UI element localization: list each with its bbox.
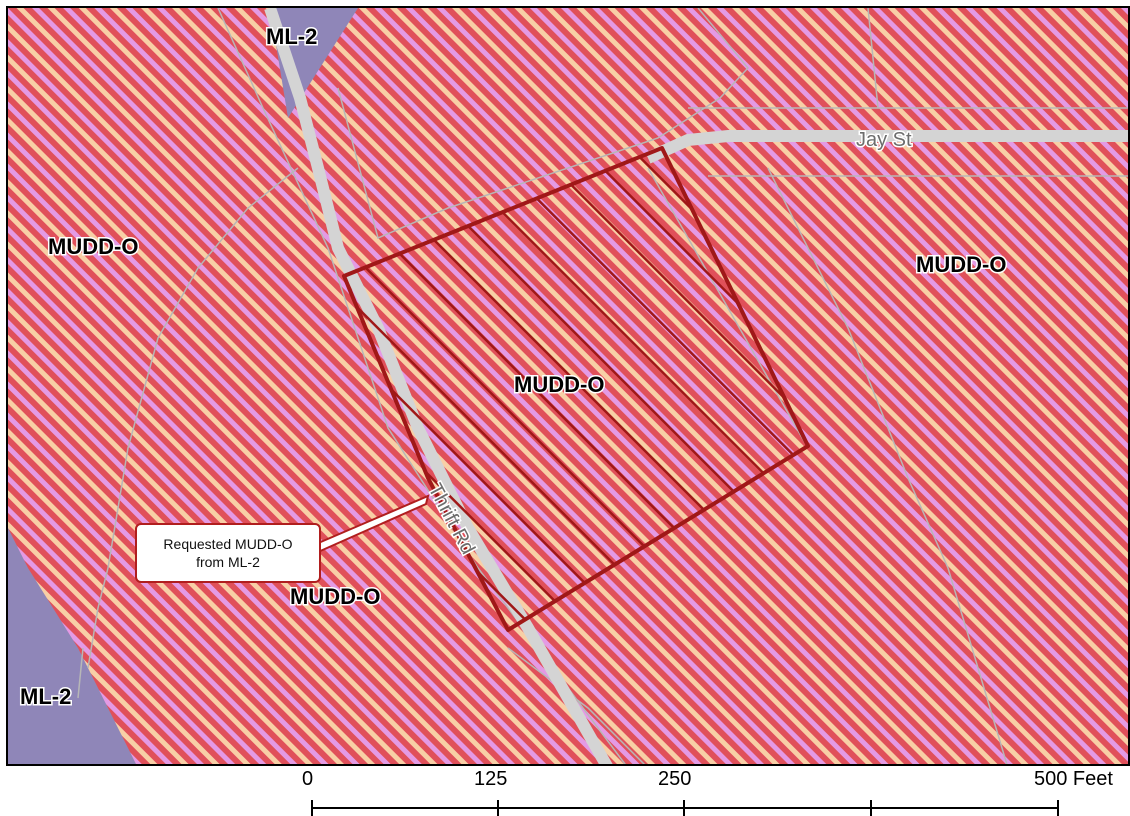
callout-line-1: Requested MUDD-O xyxy=(163,536,293,552)
zone-label-ml2-southwest: ML-2 xyxy=(20,684,71,709)
scale-tick-250: 250 xyxy=(658,768,692,790)
scale-tick-500-feet: 500 Feet xyxy=(1034,768,1113,790)
ml2-zone-southwest xyxy=(8,528,136,764)
map-canvas: MUDD-O MUDD-O MUDD-O MUDD-O ML-2 ML-2 Ja… xyxy=(8,8,1128,764)
zone-label-mudd-o-south: MUDD-O xyxy=(290,584,380,609)
scale-bar: 0 125 250 500 Feet xyxy=(0,766,1130,816)
scale-tick-0: 0 xyxy=(302,768,314,790)
scale-tick-125: 125 xyxy=(474,768,508,790)
callout-line-2: from ML-2 xyxy=(196,554,260,570)
rezoning-parcel-outline xyxy=(342,146,810,632)
zone-label-mudd-o-west: MUDD-O xyxy=(48,234,138,259)
rezoning-callout: Requested MUDD-O from ML-2 xyxy=(135,523,321,583)
zone-label-mudd-o-parcel: MUDD-O xyxy=(514,372,604,397)
street-label-jay-st: Jay St xyxy=(856,129,912,151)
scale-bar-ruler xyxy=(311,800,1059,816)
jay-st-road xyxy=(645,130,1128,164)
zone-label-ml2-north: ML-2 xyxy=(266,24,317,49)
zone-label-mudd-o-east: MUDD-O xyxy=(916,252,1006,277)
zoning-map: Existing Zoning & Rezoning Map xyxy=(6,6,1130,766)
